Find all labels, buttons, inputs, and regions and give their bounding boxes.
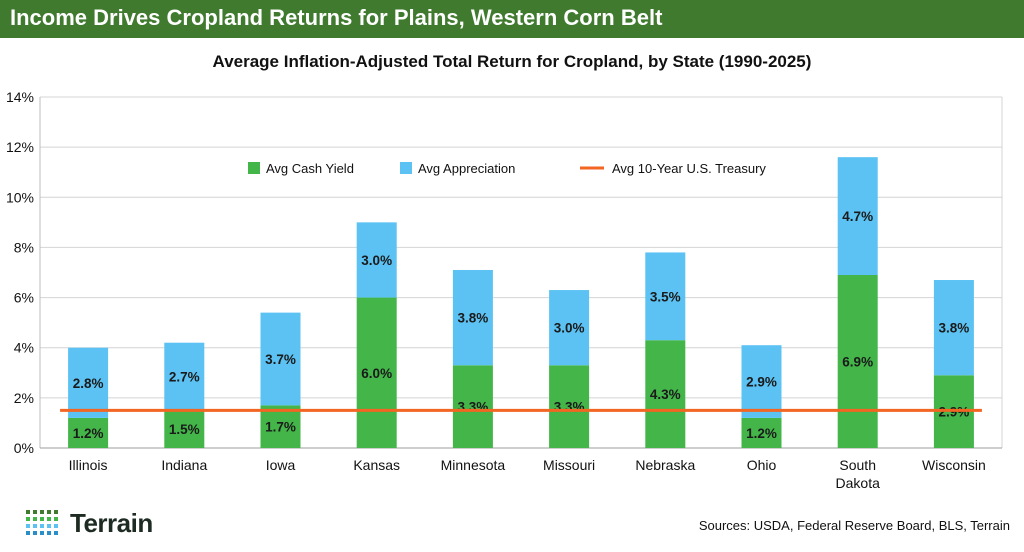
data-label-cash-yield: 1.2% bbox=[746, 426, 777, 441]
legend-label-appreciation: Avg Appreciation bbox=[418, 161, 515, 176]
x-tick-label: Iowa bbox=[266, 457, 296, 473]
bar-cash-yield bbox=[164, 410, 205, 448]
y-tick-label: 12% bbox=[6, 139, 34, 155]
x-tick-label: Dakota bbox=[836, 475, 881, 491]
data-label-appreciation: 3.7% bbox=[265, 352, 296, 367]
data-label-cash-yield: 1.7% bbox=[265, 420, 296, 435]
data-label-cash-yield: 1.2% bbox=[73, 426, 104, 441]
bar-appreciation bbox=[837, 157, 878, 276]
title-banner: Income Drives Cropland Returns for Plain… bbox=[0, 0, 1024, 38]
x-tick-label: Missouri bbox=[543, 457, 595, 473]
bar-cash-yield bbox=[356, 297, 397, 448]
data-label-appreciation: 3.8% bbox=[458, 311, 489, 326]
data-label-appreciation: 2.9% bbox=[746, 375, 777, 390]
y-tick-label: 4% bbox=[14, 340, 34, 356]
data-label-appreciation: 3.0% bbox=[554, 321, 585, 336]
bar-cash-yield bbox=[452, 365, 493, 448]
x-tick-label: Ohio bbox=[747, 457, 777, 473]
data-label-cash-yield: 3.3% bbox=[554, 400, 585, 415]
data-label-cash-yield: 6.9% bbox=[842, 355, 873, 370]
y-tick-label: 14% bbox=[6, 89, 34, 105]
bar-cash-yield bbox=[260, 405, 301, 448]
sources-note: Sources: USDA, Federal Reserve Board, BL… bbox=[698, 518, 1010, 533]
legend-label-cash-yield: Avg Cash Yield bbox=[266, 161, 354, 176]
data-label-appreciation: 2.7% bbox=[169, 370, 200, 385]
stacked-bar-chart: 0% 2% 4% 6% 8% 10% 12% 14% 1.2% 2.8% Illinois 1.5% 2… bbox=[6, 89, 1003, 491]
page-title: Income Drives Cropland Returns for Plain… bbox=[10, 5, 663, 30]
bar-appreciation bbox=[356, 222, 397, 298]
bar-appreciation bbox=[164, 342, 205, 411]
data-label-cash-yield: 4.3% bbox=[650, 387, 681, 402]
bar-appreciation bbox=[741, 345, 782, 418]
bar-appreciation bbox=[452, 269, 493, 366]
bar-cash-yield bbox=[837, 275, 878, 448]
x-tick-label: Kansas bbox=[353, 457, 400, 473]
x-tick-label: Illinois bbox=[69, 457, 108, 473]
bar-cash-yield bbox=[645, 340, 686, 448]
bar-appreciation bbox=[260, 312, 301, 406]
y-tick-label: 6% bbox=[14, 290, 34, 306]
data-label-cash-yield: 3.3% bbox=[458, 400, 489, 415]
bar-cash-yield bbox=[549, 365, 590, 448]
x-tick-label: Nebraska bbox=[635, 457, 695, 473]
x-tick-label: Indiana bbox=[161, 457, 207, 473]
bar-appreciation bbox=[645, 252, 686, 341]
x-tick-label: South bbox=[839, 457, 876, 473]
terrain-logo-icon bbox=[26, 510, 58, 535]
data-label-cash-yield: 6.0% bbox=[361, 366, 392, 381]
legend-label-treasury: Avg 10-Year U.S. Treasury bbox=[612, 161, 766, 176]
terrain-logo: Terrain bbox=[26, 508, 186, 540]
x-tick-label: Wisconsin bbox=[922, 457, 986, 473]
bar-cash-yield bbox=[68, 417, 109, 448]
legend-swatch-appreciation bbox=[400, 162, 412, 174]
chart-title: Average Inflation-Adjusted Total Return … bbox=[212, 52, 812, 71]
y-tick-label: 10% bbox=[6, 189, 34, 205]
data-label-cash-yield: 2.9% bbox=[939, 405, 970, 420]
bar-appreciation bbox=[933, 280, 974, 376]
data-label-appreciation: 3.0% bbox=[361, 253, 392, 268]
data-label-cash-yield: 1.5% bbox=[169, 422, 200, 437]
legend-swatch-cash-yield bbox=[248, 162, 260, 174]
y-tick-label: 8% bbox=[14, 239, 34, 255]
data-label-appreciation: 4.7% bbox=[842, 209, 873, 224]
data-label-appreciation: 3.8% bbox=[939, 321, 970, 336]
data-label-appreciation: 2.8% bbox=[73, 376, 104, 391]
y-tick-label: 2% bbox=[14, 390, 34, 406]
y-tick-label: 0% bbox=[14, 440, 34, 456]
bar-appreciation bbox=[68, 347, 109, 418]
terrain-logo-text: Terrain bbox=[70, 508, 153, 538]
bar-appreciation bbox=[549, 290, 590, 366]
data-label-appreciation: 3.5% bbox=[650, 289, 681, 304]
x-tick-label: Minnesota bbox=[441, 457, 506, 473]
bar-cash-yield bbox=[741, 417, 782, 448]
